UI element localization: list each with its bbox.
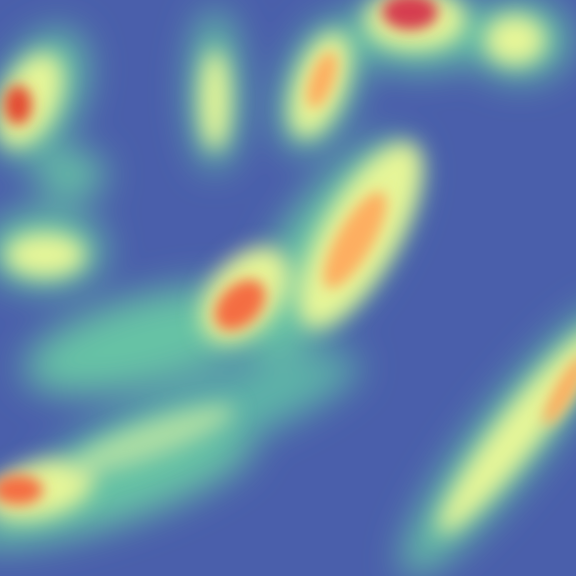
heatmap bbox=[0, 0, 576, 576]
page bbox=[0, 0, 576, 576]
